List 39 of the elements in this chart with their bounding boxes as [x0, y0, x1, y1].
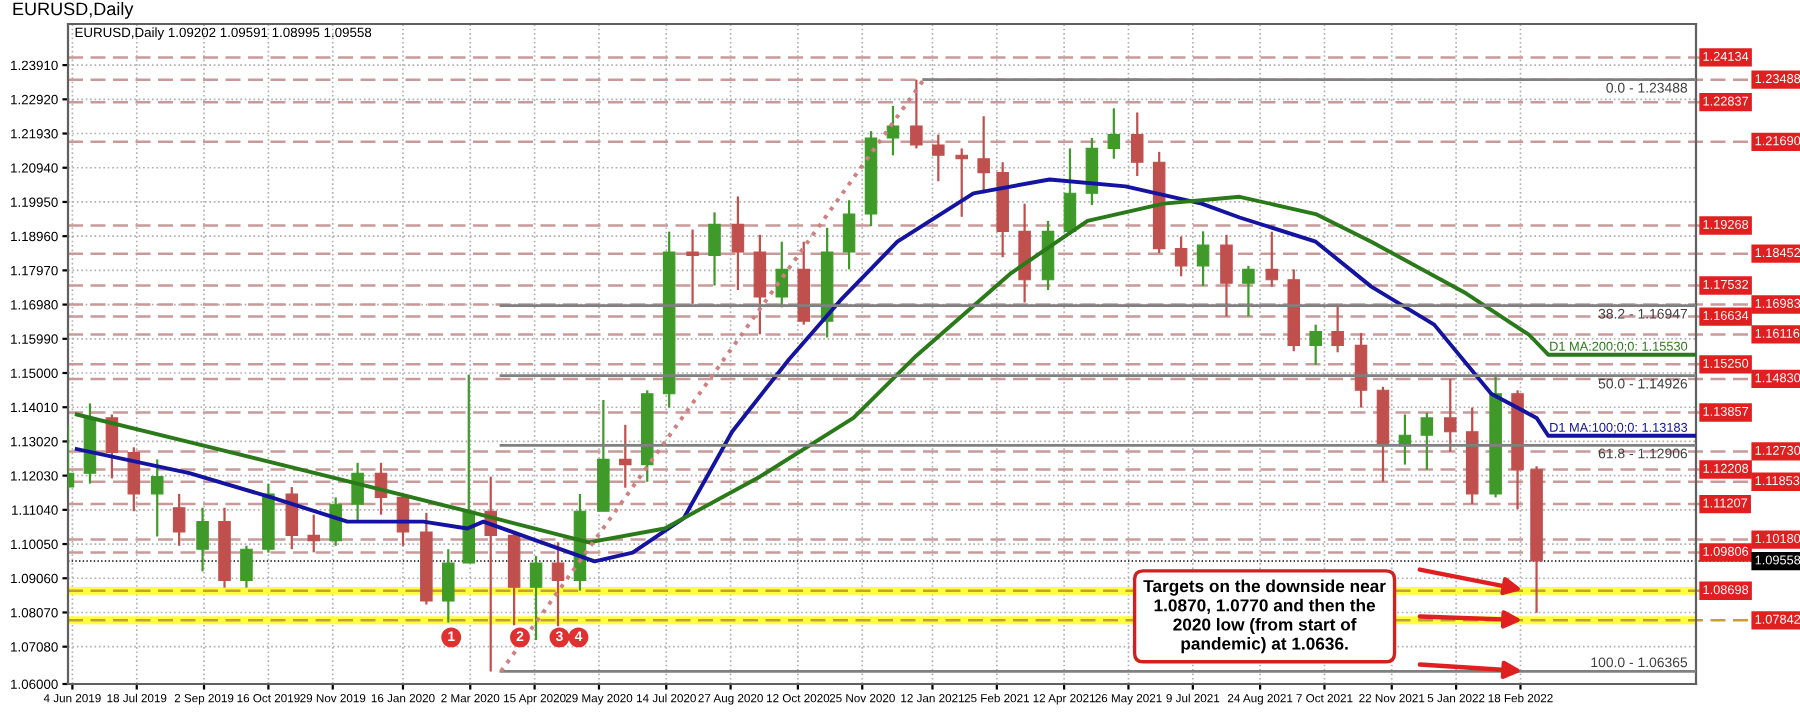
candlestick	[708, 211, 721, 287]
candlestick	[686, 228, 699, 306]
candlestick	[1265, 230, 1279, 288]
candlestick	[551, 541, 565, 628]
candlestick	[1331, 305, 1344, 354]
candlestick	[775, 240, 789, 309]
candlestick	[1354, 331, 1368, 409]
candlestick	[731, 195, 745, 292]
candlestick	[127, 446, 141, 513]
candlestick	[196, 506, 209, 573]
candlestick	[150, 458, 164, 538]
candlestick	[619, 423, 632, 489]
candlestick	[529, 555, 543, 642]
candlestick	[753, 233, 767, 336]
candlestick	[1309, 323, 1322, 366]
candlestick	[1420, 411, 1434, 471]
candlestick	[932, 133, 945, 183]
candlestick	[307, 513, 320, 554]
candlestick	[442, 548, 455, 624]
candlestick	[1196, 230, 1210, 288]
candlestick	[240, 544, 253, 589]
chart-title: EURUSD,Daily	[13, 2, 134, 19]
candlestick	[842, 199, 856, 271]
candlestick	[1174, 235, 1188, 278]
annotation: Targets on the downside near 1.0870, 1.0770 and then the 2020 low (from start of pandemic) at 1.0636.	[1143, 579, 1386, 654]
candlestick	[1242, 264, 1255, 318]
candlestick	[1107, 107, 1121, 160]
candlestick	[1220, 233, 1233, 318]
candlestick	[351, 461, 364, 523]
candlestick	[172, 492, 186, 547]
candlestick	[955, 147, 968, 218]
candlestick	[285, 485, 299, 551]
candlestick	[329, 496, 342, 547]
candlestick	[886, 104, 900, 157]
candlestick	[910, 78, 923, 150]
candlestick	[977, 115, 990, 195]
candlestick	[1130, 111, 1144, 178]
candlestick	[1063, 147, 1077, 236]
candlestick	[1444, 377, 1457, 453]
